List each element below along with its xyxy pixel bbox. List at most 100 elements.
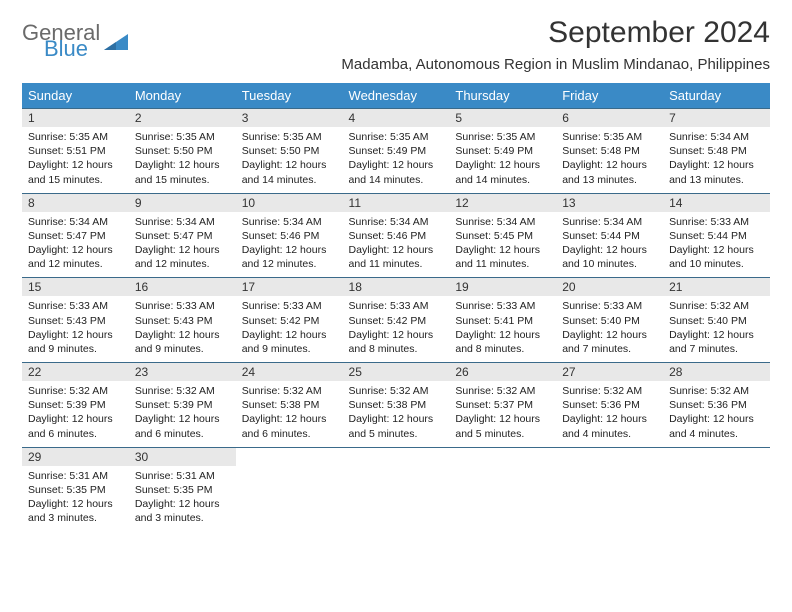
day-number-row: 1234567: [22, 109, 770, 128]
sunset-text: Sunset: 5:48 PM: [669, 144, 764, 158]
month-title: September 2024: [341, 16, 770, 50]
day-detail-cell: Sunrise: 5:34 AMSunset: 5:44 PMDaylight:…: [556, 212, 663, 278]
daylight-text: Daylight: 12 hours: [135, 497, 230, 511]
day-number-cell: 23: [129, 363, 236, 382]
sunset-text: Sunset: 5:39 PM: [28, 398, 123, 412]
sunset-text: Sunset: 5:37 PM: [455, 398, 550, 412]
sunset-text: Sunset: 5:46 PM: [349, 229, 444, 243]
day-number-row: 2930: [22, 447, 770, 466]
sunrise-text: Sunrise: 5:32 AM: [562, 384, 657, 398]
day-detail-cell: Sunrise: 5:35 AMSunset: 5:49 PMDaylight:…: [343, 127, 450, 193]
sunset-text: Sunset: 5:51 PM: [28, 144, 123, 158]
sunrise-text: Sunrise: 5:34 AM: [349, 215, 444, 229]
sunset-text: Sunset: 5:46 PM: [242, 229, 337, 243]
day-number-cell: 3: [236, 109, 343, 128]
weekday-header: Wednesday: [343, 83, 450, 109]
day-number-cell: 26: [449, 363, 556, 382]
sunrise-text: Sunrise: 5:33 AM: [242, 299, 337, 313]
daylight-text: Daylight: 12 hours: [28, 328, 123, 342]
daylight-text: Daylight: 12 hours: [562, 158, 657, 172]
day-number-cell: 18: [343, 278, 450, 297]
location-subtitle: Madamba, Autonomous Region in Muslim Min…: [341, 56, 770, 73]
sunset-text: Sunset: 5:44 PM: [562, 229, 657, 243]
day-number-cell: [236, 447, 343, 466]
daylight-text: Daylight: 12 hours: [669, 412, 764, 426]
logo-triangle-icon: [104, 32, 130, 52]
sunset-text: Sunset: 5:40 PM: [669, 314, 764, 328]
sunset-text: Sunset: 5:50 PM: [135, 144, 230, 158]
day-number-cell: 13: [556, 193, 663, 212]
daylight-text: and 12 minutes.: [242, 257, 337, 271]
calendar-table: Sunday Monday Tuesday Wednesday Thursday…: [22, 83, 770, 531]
day-detail-cell: Sunrise: 5:31 AMSunset: 5:35 PMDaylight:…: [129, 466, 236, 532]
page-header: General Blue September 2024 Madamba, Aut…: [22, 16, 770, 73]
sunrise-text: Sunrise: 5:33 AM: [562, 299, 657, 313]
daylight-text: Daylight: 12 hours: [242, 158, 337, 172]
daylight-text: and 8 minutes.: [455, 342, 550, 356]
daylight-text: Daylight: 12 hours: [455, 328, 550, 342]
sunset-text: Sunset: 5:45 PM: [455, 229, 550, 243]
weekday-header: Tuesday: [236, 83, 343, 109]
sunset-text: Sunset: 5:43 PM: [28, 314, 123, 328]
daylight-text: Daylight: 12 hours: [135, 328, 230, 342]
sunrise-text: Sunrise: 5:35 AM: [455, 130, 550, 144]
day-number-cell: 11: [343, 193, 450, 212]
sunrise-text: Sunrise: 5:35 AM: [28, 130, 123, 144]
day-number-cell: 15: [22, 278, 129, 297]
sunset-text: Sunset: 5:35 PM: [135, 483, 230, 497]
daylight-text: and 6 minutes.: [242, 427, 337, 441]
day-detail-cell: Sunrise: 5:34 AMSunset: 5:45 PMDaylight:…: [449, 212, 556, 278]
day-detail-cell: [343, 466, 450, 532]
day-detail-row: Sunrise: 5:34 AMSunset: 5:47 PMDaylight:…: [22, 212, 770, 278]
day-detail-cell: Sunrise: 5:33 AMSunset: 5:44 PMDaylight:…: [663, 212, 770, 278]
sunrise-text: Sunrise: 5:35 AM: [349, 130, 444, 144]
day-detail-cell: Sunrise: 5:33 AMSunset: 5:41 PMDaylight:…: [449, 296, 556, 362]
day-detail-cell: Sunrise: 5:31 AMSunset: 5:35 PMDaylight:…: [22, 466, 129, 532]
day-number-cell: 5: [449, 109, 556, 128]
day-number-row: 891011121314: [22, 193, 770, 212]
daylight-text: and 9 minutes.: [28, 342, 123, 356]
daylight-text: and 12 minutes.: [135, 257, 230, 271]
daylight-text: and 11 minutes.: [455, 257, 550, 271]
day-number-cell: 20: [556, 278, 663, 297]
sunrise-text: Sunrise: 5:32 AM: [242, 384, 337, 398]
day-detail-cell: [236, 466, 343, 532]
daylight-text: and 9 minutes.: [135, 342, 230, 356]
daylight-text: Daylight: 12 hours: [242, 243, 337, 257]
daylight-text: Daylight: 12 hours: [242, 328, 337, 342]
day-detail-cell: Sunrise: 5:34 AMSunset: 5:46 PMDaylight:…: [343, 212, 450, 278]
day-number-cell: 24: [236, 363, 343, 382]
day-number-cell: [556, 447, 663, 466]
daylight-text: and 5 minutes.: [349, 427, 444, 441]
day-detail-cell: Sunrise: 5:33 AMSunset: 5:40 PMDaylight:…: [556, 296, 663, 362]
day-detail-cell: Sunrise: 5:32 AMSunset: 5:38 PMDaylight:…: [343, 381, 450, 447]
day-detail-cell: Sunrise: 5:35 AMSunset: 5:50 PMDaylight:…: [129, 127, 236, 193]
day-detail-cell: Sunrise: 5:33 AMSunset: 5:42 PMDaylight:…: [236, 296, 343, 362]
day-detail-cell: Sunrise: 5:32 AMSunset: 5:39 PMDaylight:…: [129, 381, 236, 447]
sunset-text: Sunset: 5:39 PM: [135, 398, 230, 412]
day-detail-row: Sunrise: 5:31 AMSunset: 5:35 PMDaylight:…: [22, 466, 770, 532]
sunrise-text: Sunrise: 5:34 AM: [562, 215, 657, 229]
day-detail-cell: Sunrise: 5:32 AMSunset: 5:39 PMDaylight:…: [22, 381, 129, 447]
daylight-text: and 5 minutes.: [455, 427, 550, 441]
sunset-text: Sunset: 5:41 PM: [455, 314, 550, 328]
day-number-cell: 19: [449, 278, 556, 297]
day-number-cell: 22: [22, 363, 129, 382]
day-number-cell: 17: [236, 278, 343, 297]
day-number-cell: 9: [129, 193, 236, 212]
day-number-cell: [449, 447, 556, 466]
day-number-row: 22232425262728: [22, 363, 770, 382]
day-detail-cell: Sunrise: 5:34 AMSunset: 5:47 PMDaylight:…: [129, 212, 236, 278]
day-number-cell: 6: [556, 109, 663, 128]
day-detail-cell: Sunrise: 5:34 AMSunset: 5:47 PMDaylight:…: [22, 212, 129, 278]
weekday-header: Friday: [556, 83, 663, 109]
day-detail-cell: Sunrise: 5:35 AMSunset: 5:49 PMDaylight:…: [449, 127, 556, 193]
day-number-cell: [663, 447, 770, 466]
sunrise-text: Sunrise: 5:35 AM: [562, 130, 657, 144]
weekday-header: Thursday: [449, 83, 556, 109]
weekday-header: Sunday: [22, 83, 129, 109]
day-detail-cell: Sunrise: 5:35 AMSunset: 5:51 PMDaylight:…: [22, 127, 129, 193]
daylight-text: and 9 minutes.: [242, 342, 337, 356]
daylight-text: Daylight: 12 hours: [669, 158, 764, 172]
day-detail-cell: Sunrise: 5:32 AMSunset: 5:36 PMDaylight:…: [663, 381, 770, 447]
